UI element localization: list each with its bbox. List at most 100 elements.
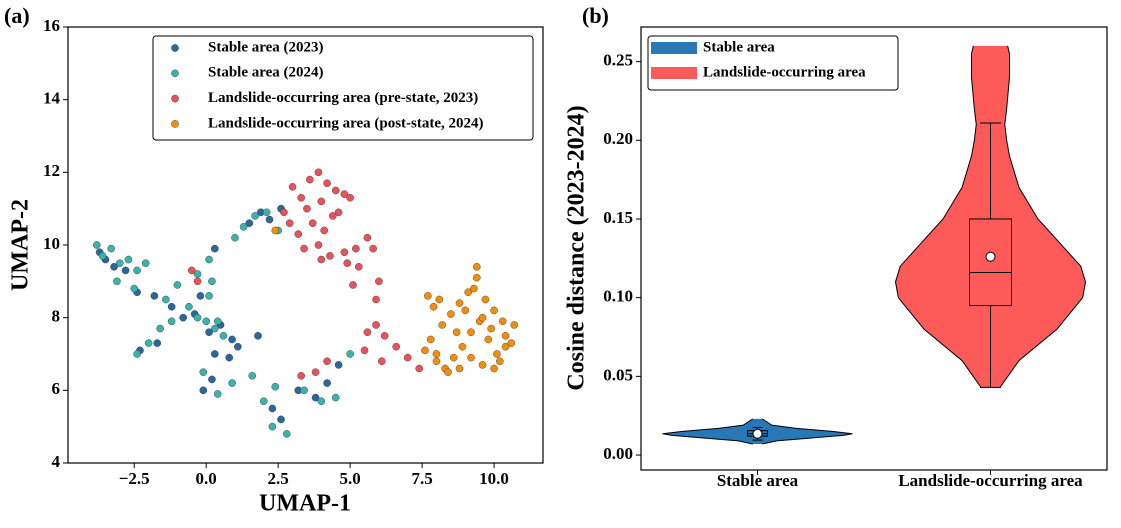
point [424, 292, 432, 300]
point [259, 397, 268, 406]
point [231, 233, 239, 242]
y-tick-label: 4 [52, 452, 61, 471]
point [484, 335, 493, 344]
point [334, 361, 343, 369]
legend-label: Landslide-occurring area [703, 64, 866, 80]
point [133, 350, 141, 358]
point [352, 244, 360, 253]
point [205, 255, 213, 264]
point [271, 226, 280, 235]
point [340, 190, 349, 198]
point [403, 353, 412, 362]
plot-frame [67, 26, 544, 464]
legend-marker [171, 44, 179, 52]
point [268, 422, 277, 431]
point [225, 353, 234, 362]
point [501, 332, 510, 340]
point [334, 208, 343, 217]
point [211, 350, 219, 358]
x-tick-label: 2.5 [268, 469, 289, 488]
point [470, 284, 478, 293]
point [331, 186, 340, 195]
legend-patch [651, 67, 697, 79]
point [326, 252, 334, 260]
violin-outline [662, 418, 754, 445]
point [507, 339, 516, 347]
point [113, 277, 121, 286]
y-tick-label: 0.10 [603, 287, 633, 306]
point [363, 233, 372, 242]
legend-label: Landslide-occurring area (post-state, 20… [208, 115, 484, 131]
point [458, 342, 467, 351]
point [110, 262, 118, 271]
point [282, 430, 291, 438]
legend-label: Landslide-occurring area (pre-state, 202… [208, 90, 478, 106]
point [271, 382, 280, 391]
point [187, 266, 196, 275]
panel-label: (a) [4, 3, 30, 28]
point [363, 328, 372, 337]
y-tick-label: 0.00 [603, 444, 633, 463]
point [375, 277, 383, 286]
point [464, 288, 472, 297]
point [501, 342, 510, 351]
y-tick-label: 14 [43, 89, 61, 108]
legend-patch [651, 42, 697, 54]
point [254, 332, 262, 340]
violin-half [990, 45, 1086, 388]
point [478, 313, 487, 322]
point [185, 302, 193, 311]
point [205, 292, 213, 300]
y-tick-label: 12 [43, 161, 60, 180]
point [133, 266, 141, 275]
point [429, 302, 438, 311]
point [205, 328, 213, 337]
point [208, 375, 216, 384]
legend-box [152, 35, 534, 141]
point [124, 255, 133, 264]
point [317, 197, 326, 206]
box [969, 218, 1012, 307]
point [467, 353, 475, 362]
point [490, 306, 498, 315]
point [360, 346, 369, 355]
point [323, 179, 331, 188]
point [372, 321, 380, 329]
point [490, 364, 498, 373]
point [311, 393, 320, 402]
point [340, 248, 349, 257]
violin-half [662, 418, 758, 445]
point [455, 299, 464, 307]
y-axis-label: Cosine distance (2023-2024) [564, 105, 590, 390]
point [213, 317, 222, 326]
point [228, 379, 236, 387]
point [173, 281, 182, 289]
x-tick-label: 0.0 [196, 469, 217, 488]
point [251, 212, 259, 220]
point [167, 317, 176, 326]
point [444, 368, 452, 376]
point [461, 306, 470, 315]
x-tick-label: Stable area [717, 471, 799, 490]
point [285, 219, 294, 227]
point [331, 393, 340, 402]
point [294, 230, 303, 238]
point [311, 368, 320, 376]
point [467, 328, 475, 337]
mean [985, 251, 996, 262]
x-tick-label: 7.5 [411, 469, 432, 488]
point [392, 342, 400, 351]
plot-frame [640, 26, 1108, 471]
point [372, 295, 380, 304]
y-tick-label: 8 [52, 307, 61, 326]
y-tick-label: 6 [52, 379, 61, 398]
point [193, 313, 202, 322]
point [314, 241, 323, 249]
legend-label: Stable area [703, 39, 775, 55]
point [415, 364, 424, 373]
point [144, 339, 153, 347]
point [121, 266, 130, 275]
point [193, 277, 202, 286]
point [300, 244, 308, 253]
